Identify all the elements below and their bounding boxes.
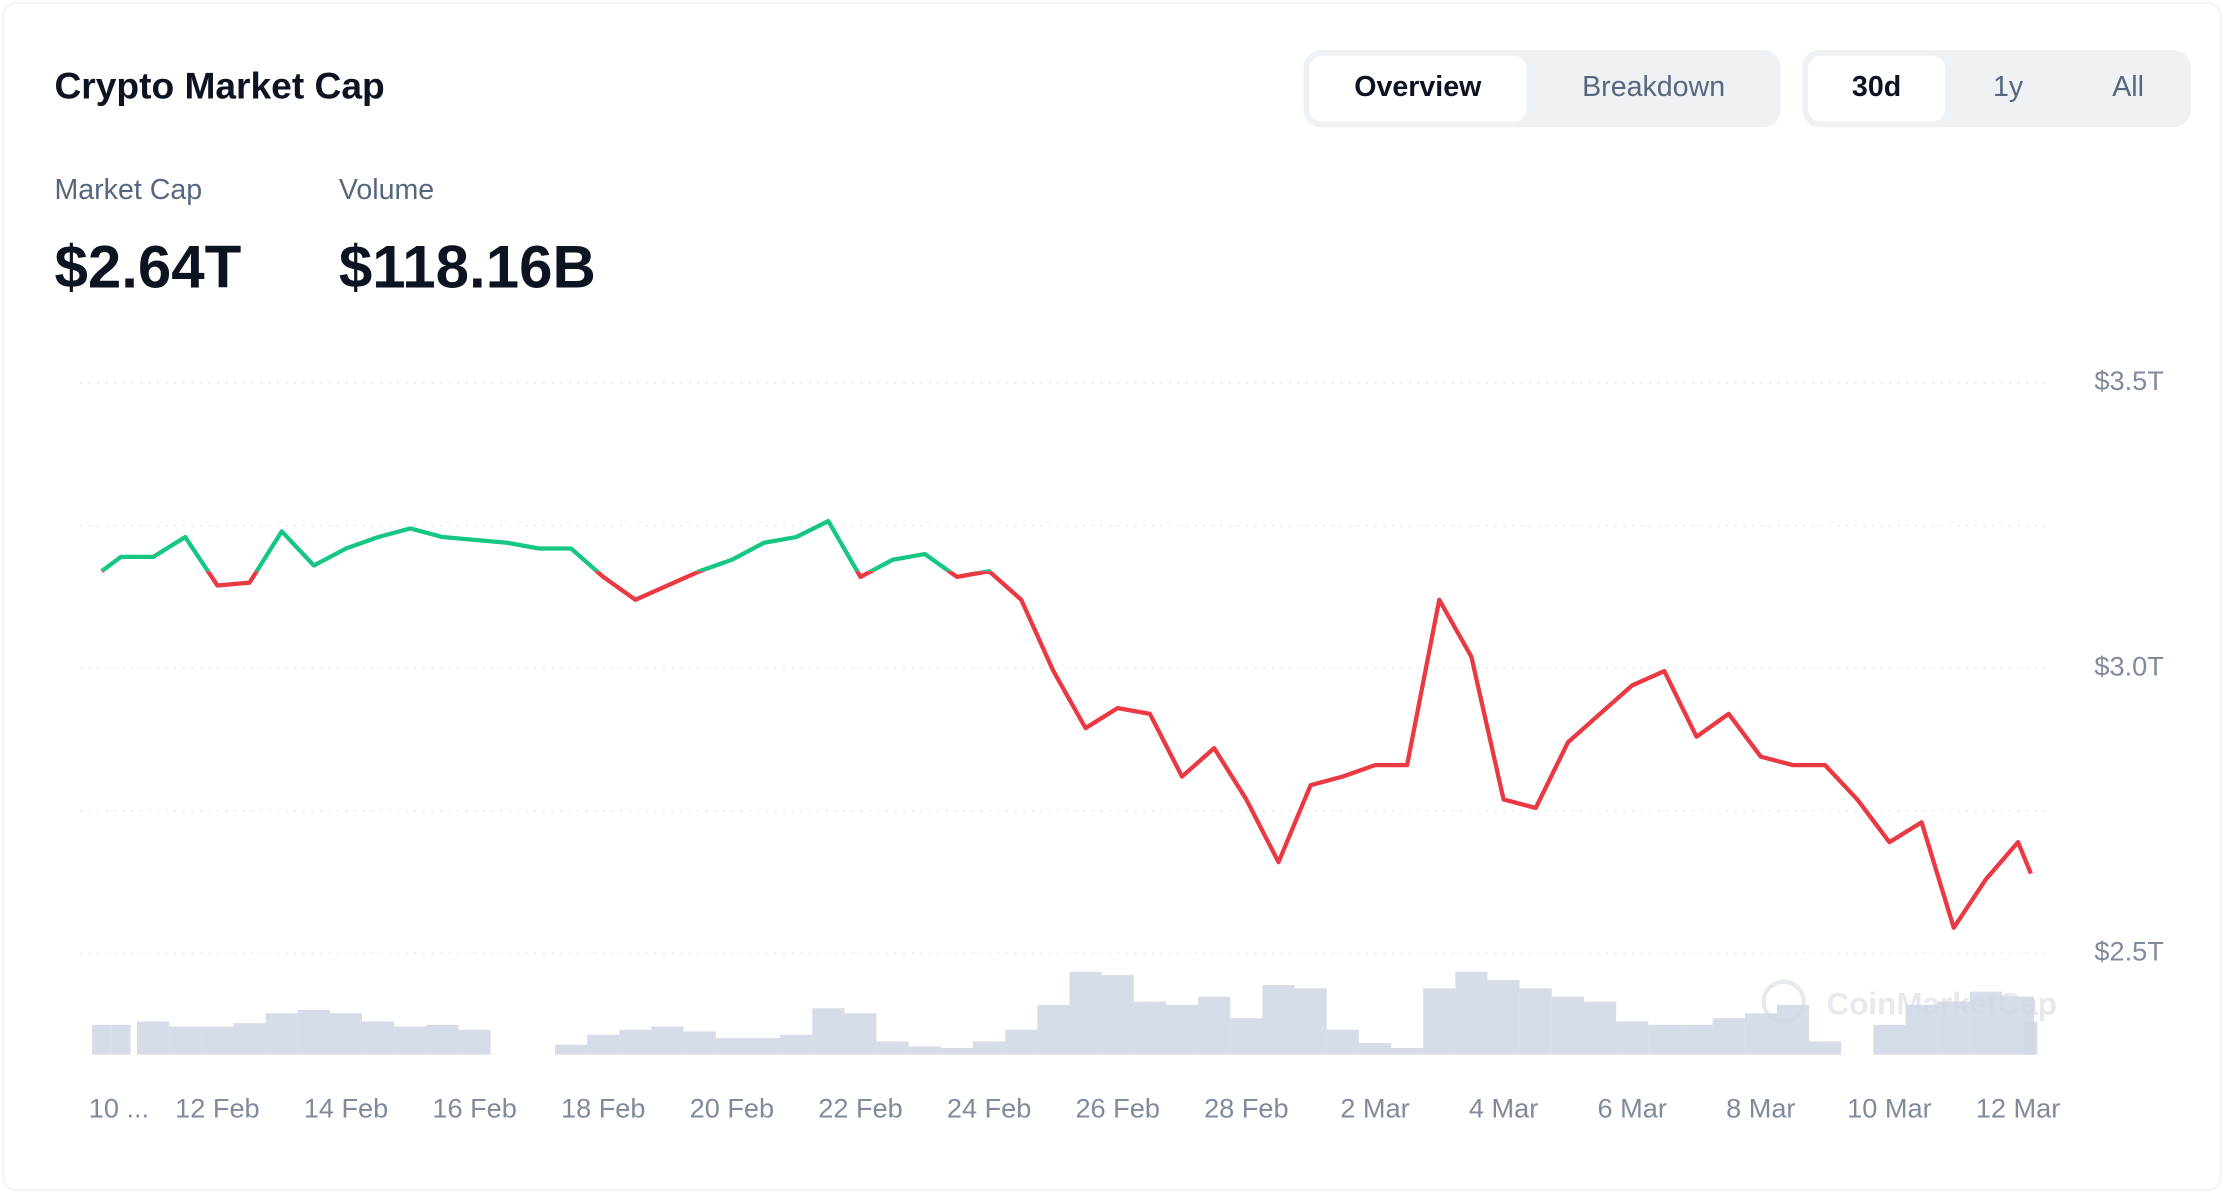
x-tick-label: 14 Feb	[304, 1093, 388, 1124]
volume-bar	[973, 1041, 1006, 1055]
volume-bar	[1133, 1001, 1166, 1055]
tab-active	[1309, 55, 1527, 122]
volume-bar	[1648, 1024, 1681, 1055]
y-tick-label: $2.5T	[2094, 936, 2163, 967]
volume-bar	[394, 1026, 427, 1055]
volume-bar	[169, 1026, 202, 1055]
volume-bar	[876, 1041, 909, 1055]
volume-bar	[683, 1031, 716, 1055]
stat-value: $118.16B	[339, 233, 596, 300]
volume-bar	[137, 1021, 170, 1055]
volume-bar	[1455, 971, 1488, 1055]
range[interactable]: 1y	[1993, 71, 2024, 103]
volume-bar	[651, 1026, 684, 1055]
volume-bar	[1873, 1024, 1906, 1055]
volume-bar	[747, 1038, 781, 1055]
x-tick-label: 22 Feb	[818, 1093, 903, 1124]
volume-bar	[1326, 1029, 1359, 1055]
volume-bar	[844, 1013, 877, 1055]
volume-bar	[1230, 1018, 1263, 1055]
volume-bar	[908, 1046, 941, 1055]
volume-bar	[1776, 1004, 1810, 1055]
volume-bar	[715, 1038, 748, 1055]
volume-bar	[1198, 996, 1231, 1055]
volume-bar	[780, 1034, 813, 1055]
x-tick-label: 8 Mar	[1726, 1093, 1795, 1124]
x-tick-label: 10 Mar	[1847, 1093, 1931, 1124]
x-tick-label: 16 Feb	[432, 1093, 516, 1124]
volume-bar	[1616, 1021, 1649, 1055]
plot: $3.5T $3.0T $2.5T 10 ... 12 Feb 14 Feb 16 Feb 1…	[80, 365, 2164, 1124]
volume-bar	[1712, 1018, 1745, 1055]
volume-bar	[362, 1021, 395, 1055]
x-tick-label: 10 ...	[89, 1093, 149, 1124]
volume-bar	[2024, 1021, 2038, 1055]
range[interactable]: All	[2112, 71, 2144, 103]
volume-bar	[1551, 996, 1584, 1055]
volume-bar	[1391, 1048, 1424, 1055]
volume-bar	[329, 1013, 363, 1055]
price-line-up	[100, 518, 993, 572]
x-tick-label: 28 Feb	[1204, 1093, 1289, 1124]
x-tick-label: 2 Mar	[1340, 1093, 1409, 1124]
volume-bar	[458, 1029, 491, 1055]
volume-bar	[265, 1013, 298, 1055]
y-tick-label: $3.5T	[2094, 365, 2163, 396]
volume-bar	[1583, 1001, 1617, 1055]
tab[interactable]: Breakdown	[1582, 71, 1725, 103]
x-tick-label: 6 Mar	[1597, 1093, 1666, 1124]
volume-bar	[1937, 1001, 1970, 1055]
volume-bar	[111, 1024, 131, 1055]
title: Crypto Market Cap	[54, 64, 384, 106]
stat-label: Volume	[339, 174, 434, 206]
volume-bar	[1005, 1029, 1038, 1055]
x-tick-label: 12 Mar	[1976, 1093, 2060, 1124]
volume-bar	[1262, 985, 1295, 1055]
volume-bar	[1487, 980, 1520, 1055]
x-tick-label: 12 Feb	[175, 1093, 259, 1124]
price-line-down	[101, 571, 2033, 930]
volume-bar	[812, 1008, 845, 1055]
volume-bar	[1037, 1004, 1070, 1055]
volume-bar	[1069, 971, 1102, 1055]
volume-bar	[1101, 975, 1134, 1055]
volume-bar	[1905, 1004, 1938, 1055]
volume-bar	[555, 1044, 588, 1055]
volume-bar	[1809, 1041, 1842, 1055]
range[interactable]: 30d	[1852, 71, 1901, 103]
stat-label: Market Cap	[54, 174, 202, 206]
volume-bar	[297, 1009, 330, 1055]
volume-bar	[91, 1024, 112, 1055]
x-tick-label: 20 Feb	[690, 1093, 775, 1124]
x-tick-label: 4 Mar	[1469, 1093, 1538, 1124]
volume-bar	[587, 1034, 620, 1055]
x-tick-label: 24 Feb	[947, 1093, 1032, 1124]
range-active	[1807, 55, 1946, 122]
volume-bar	[1294, 988, 1327, 1055]
volume-bar	[1519, 988, 1552, 1055]
volume-bar	[940, 1048, 974, 1055]
volume-bar	[1165, 1004, 1199, 1055]
volume-bar	[426, 1024, 459, 1055]
x-tick-label: 18 Feb	[561, 1093, 646, 1124]
volume-bar	[233, 1023, 266, 1055]
volume-bar	[619, 1029, 652, 1055]
stat-value: $2.64T	[54, 233, 241, 300]
y-tick-label: $3.0T	[2094, 650, 2163, 681]
tab[interactable]: Overview	[1354, 71, 1482, 103]
volume-bar	[1423, 988, 1456, 1055]
volume-bar	[1744, 1013, 1777, 1055]
volume-bar	[201, 1026, 234, 1055]
volume-bar	[1680, 1024, 1713, 1055]
volume-bar	[1358, 1043, 1392, 1055]
volume-bar	[1969, 991, 2002, 1055]
x-tick-label: 26 Feb	[1075, 1093, 1160, 1124]
